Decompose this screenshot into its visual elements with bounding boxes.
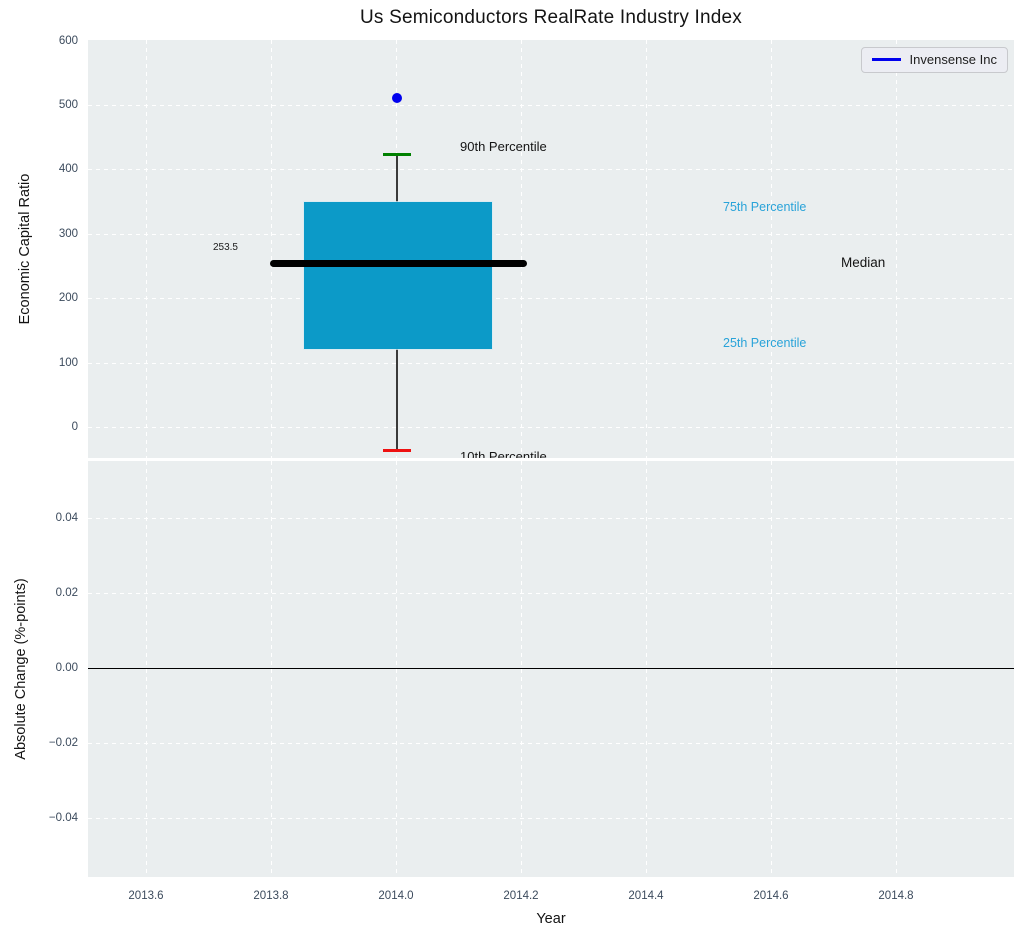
ytick-bottom: 0.04: [55, 512, 78, 524]
y-axis-label-bottom: Absolute Change (%-points): [13, 578, 29, 760]
gridline-h: [88, 169, 1014, 171]
iqr-box: [303, 201, 493, 350]
ytick-bottom: 0.00: [55, 662, 78, 674]
zero-reference-line: [88, 667, 1014, 670]
x-axis-label: Year: [536, 911, 566, 927]
gridline-h: [88, 234, 1014, 236]
bottom-plot-panel: [88, 461, 1014, 877]
gridline-v: [521, 40, 523, 458]
legend-label: Invensense Inc: [909, 52, 997, 67]
xtick: 2014.6: [753, 890, 789, 902]
ytick-bottom: −0.04: [48, 812, 78, 824]
gridline-h: [88, 818, 1014, 820]
ytick-top: 600: [58, 35, 78, 47]
chart-title: Us Semiconductors RealRate Industry Inde…: [359, 7, 743, 28]
ytick-top: 0: [71, 421, 78, 433]
xtick: 2014.0: [378, 890, 414, 902]
annotation-10th-percentile: 10th Percentile: [460, 449, 547, 458]
ytick-top: 200: [58, 292, 78, 304]
annotation-25th-percentile: 25th Percentile: [723, 336, 807, 350]
xtick: 2014.2: [503, 890, 539, 902]
annotation-median: Median: [841, 255, 886, 270]
gridline-h: [88, 427, 1014, 429]
legend: Invensense Inc: [860, 47, 1008, 73]
gridline-h: [88, 743, 1014, 745]
top-plot-panel: 253.5 90th Percentile 75th Percentile Me…: [88, 40, 1014, 458]
p90-cap: [383, 152, 411, 156]
xtick: 2013.6: [128, 890, 164, 902]
gridline-h: [88, 363, 1014, 365]
gridline-h: [88, 298, 1014, 300]
xtick: 2014.8: [878, 890, 914, 902]
xtick: 2013.8: [253, 890, 289, 902]
gridline-h: [88, 105, 1014, 107]
ytick-top: 400: [58, 163, 78, 175]
y-axis-label-top: Economic Capital Ratio: [17, 173, 33, 325]
ytick-top: 500: [58, 99, 78, 111]
median-line: [270, 259, 527, 267]
gridline-v: [646, 40, 648, 458]
gridline-v: [896, 40, 898, 458]
annotation-90th-percentile: 90th Percentile: [460, 139, 547, 154]
ytick-bottom: −0.02: [48, 737, 78, 749]
gridline-h: [88, 518, 1014, 520]
gridline-v: [271, 40, 273, 458]
gridline-h: [88, 593, 1014, 595]
median-value-label: 253.5: [212, 242, 238, 253]
ytick-top: 300: [58, 228, 78, 240]
company-point-marker: [392, 93, 402, 103]
annotation-75th-percentile: 75th Percentile: [723, 200, 807, 214]
ytick-bottom: 0.02: [55, 587, 78, 599]
p10-cap: [383, 448, 411, 452]
gridline-v: [146, 40, 148, 458]
xtick: 2014.4: [628, 890, 664, 902]
ytick-top: 100: [58, 357, 78, 369]
gridline-v: [771, 40, 773, 458]
legend-line-icon: [871, 58, 901, 61]
